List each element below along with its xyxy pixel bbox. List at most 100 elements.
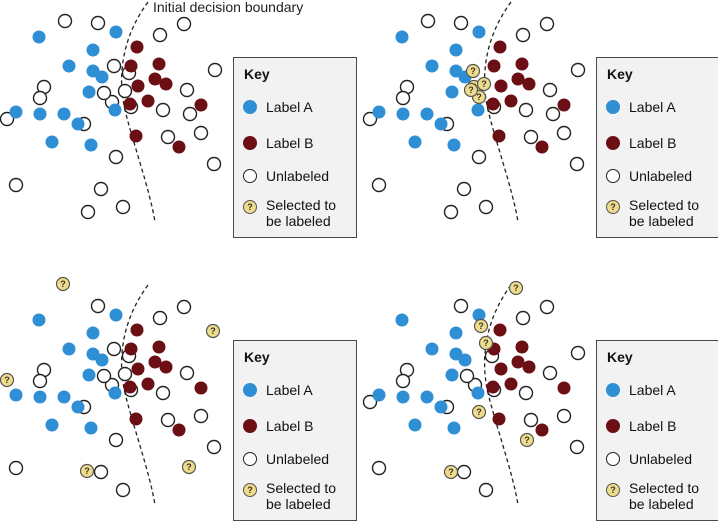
key-title: Key [607, 66, 633, 82]
unlabeled-point [362, 394, 378, 410]
key-unlabeled: Unlabeled [629, 168, 693, 184]
label-a-point [425, 342, 439, 356]
label-b-point [494, 79, 508, 93]
unlabeled-dot-icon [243, 452, 257, 466]
key-title: Key [607, 349, 633, 365]
label-b-point [129, 129, 143, 143]
label-b-point [194, 98, 208, 112]
label-a-point [471, 103, 485, 117]
unlabeled-point [570, 345, 586, 361]
key-unlabeled: Unlabeled [266, 168, 330, 184]
question-dot-icon: ? [606, 483, 620, 497]
unlabeled-point [93, 464, 109, 480]
label-a-point [84, 421, 98, 435]
svg-text:?: ? [476, 92, 482, 102]
unlabeled-point [478, 482, 494, 498]
unlabeled-point [206, 439, 222, 455]
label-a-point [372, 388, 386, 402]
unlabeled-point [160, 129, 176, 145]
selected-point: ? [473, 318, 489, 334]
label-a-point [420, 107, 434, 121]
key-label-b: Label B [266, 135, 314, 151]
label-b-point [141, 94, 155, 108]
unlabeled-point [569, 439, 585, 455]
svg-text:?: ? [60, 279, 66, 289]
question-dot-icon: ? [243, 483, 257, 497]
label-b-point [131, 362, 145, 376]
key-box-top-right: Key Label A Label B Unlabeled ? Selected… [596, 57, 718, 238]
selected-point: ? [465, 63, 481, 79]
unlabeled-point [395, 90, 411, 106]
label-b-point [131, 79, 145, 93]
selected-point: ? [478, 335, 494, 351]
label-b-point [129, 412, 143, 426]
unlabeled-point [108, 432, 124, 448]
unlabeled-point [193, 125, 209, 141]
svg-text:?: ? [524, 435, 530, 445]
label-b-point [130, 323, 144, 337]
label-b-dot-icon [243, 419, 257, 433]
selected-point: ? [508, 280, 524, 296]
label-a-point [86, 43, 100, 57]
label-b-point [152, 57, 166, 71]
label-a-point [395, 313, 409, 327]
unlabeled-point [152, 310, 168, 326]
label-a-point [71, 117, 85, 131]
unlabeled-point [523, 129, 539, 145]
svg-text:?: ? [513, 283, 519, 293]
label-a-point [396, 107, 410, 121]
label-a-point [84, 138, 98, 152]
unlabeled-point [90, 15, 106, 31]
label-a-point [108, 386, 122, 400]
key-label-b: Label B [629, 418, 677, 434]
label-a-point [472, 308, 486, 322]
label-a-point [32, 30, 46, 44]
label-a-point [447, 138, 461, 152]
label-b-point [494, 362, 508, 376]
unlabeled-point [93, 181, 109, 197]
unlabeled-point [456, 181, 472, 197]
unlabeled-point [539, 16, 555, 32]
key-label-b: Label B [266, 418, 314, 434]
label-b-point [123, 380, 137, 394]
label-a-point [95, 353, 109, 367]
boundary-label: Initial decision boundary [153, 0, 304, 15]
label-b-point [492, 129, 506, 143]
unlabeled-point [443, 204, 459, 220]
key-selected-line2: be labeled [629, 496, 694, 512]
unlabeled-point [206, 156, 222, 172]
selected-point: ? [0, 372, 15, 388]
label-b-point [124, 342, 138, 356]
unlabeled-point [8, 460, 24, 476]
label-a-point [57, 390, 71, 404]
unlabeled-point [8, 177, 24, 193]
key-label-a: Label A [629, 99, 676, 115]
label-a-point [458, 353, 472, 367]
label-b-point [130, 40, 144, 54]
label-b-point [141, 377, 155, 391]
label-a-point [408, 135, 422, 149]
key-label-a: Label A [629, 382, 676, 398]
label-a-point [420, 390, 434, 404]
unlabeled-point [176, 16, 192, 32]
label-a-dot-icon [243, 383, 257, 397]
unlabeled-point [193, 408, 209, 424]
key-box-bottom-right: Key Label A Label B Unlabeled ? Selected… [596, 340, 718, 521]
unlabeled-point [115, 482, 131, 498]
label-a-point [445, 85, 459, 99]
key-selected-line2: be labeled [266, 213, 331, 229]
label-a-point [396, 390, 410, 404]
unlabeled-point [152, 27, 168, 43]
label-b-point [511, 72, 525, 86]
unlabeled-point [518, 102, 534, 118]
unlabeled-point [179, 365, 195, 381]
label-a-point [86, 326, 100, 340]
unlabeled-point [96, 368, 112, 384]
label-a-point [395, 30, 409, 44]
label-a-point [82, 85, 96, 99]
label-a-point [57, 107, 71, 121]
label-b-point [535, 140, 549, 154]
label-b-point [557, 381, 571, 395]
label-a-point [372, 105, 386, 119]
unlabeled-point [471, 149, 487, 165]
